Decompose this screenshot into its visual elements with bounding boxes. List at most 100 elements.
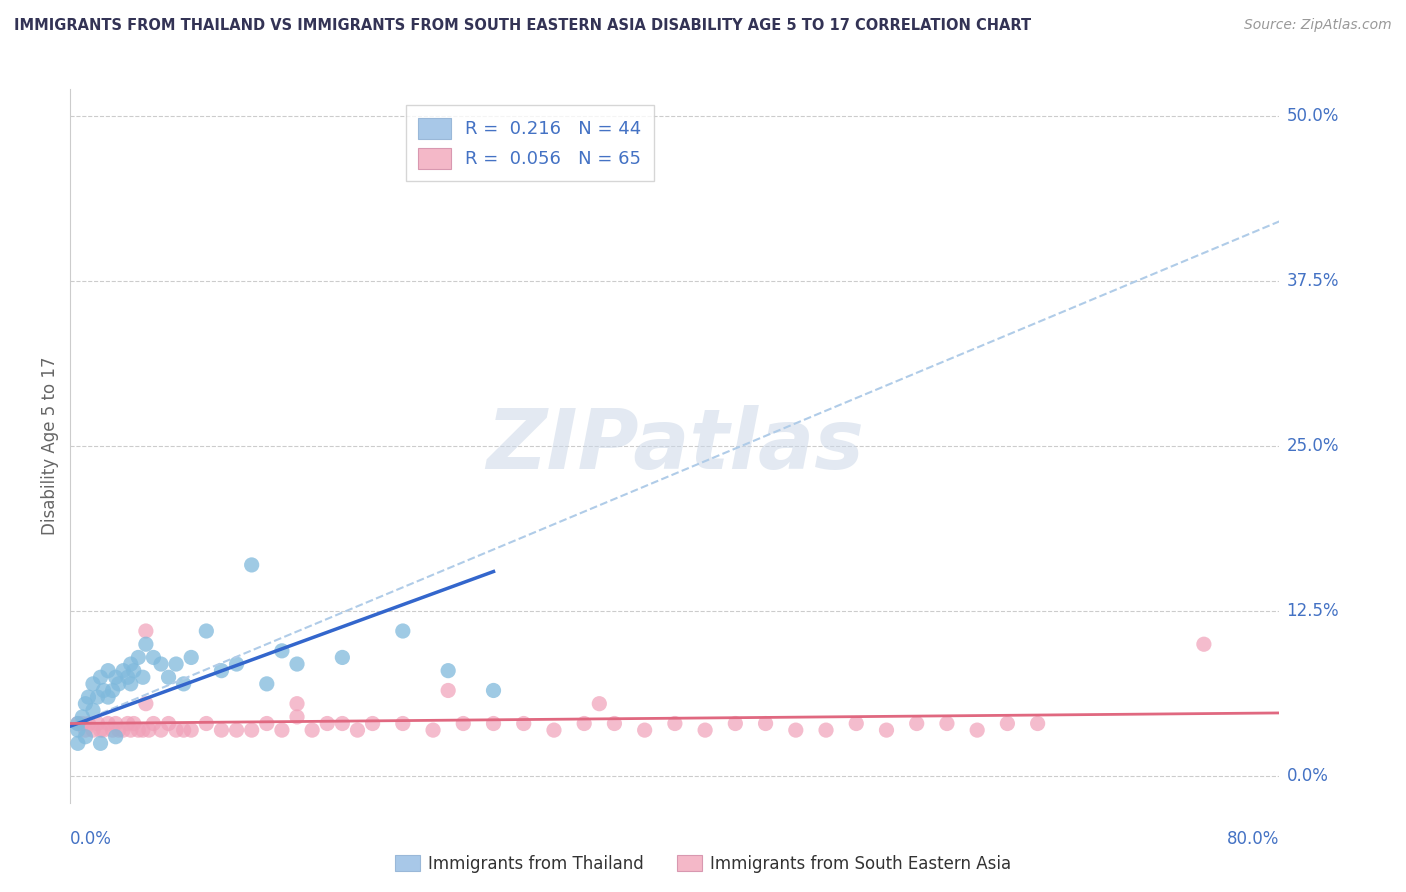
Legend: R =  0.216   N = 44, R =  0.056   N = 65: R = 0.216 N = 44, R = 0.056 N = 65 — [405, 105, 654, 181]
Point — [122, 664, 145, 678]
Point — [142, 716, 165, 731]
Point — [157, 670, 180, 684]
Point — [101, 683, 124, 698]
Text: IMMIGRANTS FROM THAILAND VS IMMIGRANTS FROM SOUTH EASTERN ASIA DISABILITY AGE 5 : IMMIGRANTS FROM THAILAND VS IMMIGRANTS F… — [14, 18, 1031, 33]
Point — [104, 670, 127, 684]
Point — [132, 670, 155, 684]
Point — [132, 723, 155, 738]
Point — [845, 716, 868, 731]
Point — [785, 723, 807, 738]
Point — [165, 723, 187, 738]
Point — [157, 716, 180, 731]
Point — [422, 723, 444, 738]
Point — [97, 664, 120, 678]
Point — [93, 683, 115, 698]
Point — [138, 723, 160, 738]
Point — [905, 716, 928, 731]
Point — [225, 657, 247, 671]
Point — [270, 644, 294, 658]
Point — [211, 723, 233, 738]
Point — [195, 716, 218, 731]
Point — [66, 736, 89, 750]
Point — [75, 730, 97, 744]
Point — [77, 716, 100, 731]
Point — [361, 716, 384, 731]
Point — [332, 650, 354, 665]
Point — [72, 710, 94, 724]
Point — [112, 664, 135, 678]
Point — [693, 723, 716, 738]
Point — [513, 716, 536, 731]
Text: Source: ZipAtlas.com: Source: ZipAtlas.com — [1244, 18, 1392, 32]
Point — [815, 723, 838, 738]
Point — [90, 723, 111, 738]
Point — [66, 716, 89, 731]
Point — [875, 723, 898, 738]
Text: ZIPatlas: ZIPatlas — [486, 406, 863, 486]
Point — [211, 664, 233, 678]
Point — [150, 723, 172, 738]
Point — [101, 723, 124, 738]
Point — [270, 723, 294, 738]
Point — [75, 723, 97, 738]
Point — [180, 723, 202, 738]
Point — [122, 716, 145, 731]
Point — [482, 683, 505, 698]
Point — [127, 650, 149, 665]
Point — [173, 677, 195, 691]
Point — [256, 677, 278, 691]
Point — [75, 697, 97, 711]
Point — [285, 697, 308, 711]
Point — [453, 716, 475, 731]
Point — [391, 624, 415, 638]
Point — [316, 716, 339, 731]
Point — [66, 723, 89, 738]
Point — [346, 723, 368, 738]
Point — [90, 670, 111, 684]
Point — [574, 716, 596, 731]
Point — [180, 650, 202, 665]
Point — [664, 716, 686, 731]
Point — [107, 677, 129, 691]
Point — [482, 716, 505, 731]
Point — [82, 677, 104, 691]
Point — [240, 558, 263, 572]
Text: 12.5%: 12.5% — [1286, 602, 1339, 620]
Point — [117, 716, 139, 731]
Point — [135, 697, 157, 711]
Point — [112, 723, 135, 738]
Point — [966, 723, 988, 738]
Point — [72, 716, 94, 731]
Legend: Immigrants from Thailand, Immigrants from South Eastern Asia: Immigrants from Thailand, Immigrants fro… — [388, 848, 1018, 880]
Point — [173, 723, 195, 738]
Point — [165, 657, 187, 671]
Point — [97, 716, 120, 731]
Point — [437, 664, 460, 678]
Point — [135, 637, 157, 651]
Point — [127, 723, 149, 738]
Point — [117, 670, 139, 684]
Text: 80.0%: 80.0% — [1227, 830, 1279, 847]
Point — [936, 716, 959, 731]
Point — [301, 723, 323, 738]
Point — [588, 697, 610, 711]
Point — [754, 716, 776, 731]
Point — [1026, 716, 1049, 731]
Point — [90, 736, 111, 750]
Point — [391, 716, 415, 731]
Point — [285, 657, 308, 671]
Point — [142, 650, 165, 665]
Point — [995, 716, 1018, 731]
Point — [240, 723, 263, 738]
Point — [104, 716, 127, 731]
Point — [332, 716, 354, 731]
Point — [107, 723, 129, 738]
Text: 25.0%: 25.0% — [1286, 437, 1339, 455]
Point — [93, 723, 115, 738]
Point — [82, 703, 104, 717]
Point — [603, 716, 626, 731]
Point — [724, 716, 747, 731]
Text: 50.0%: 50.0% — [1286, 107, 1339, 125]
Text: 0.0%: 0.0% — [1286, 767, 1329, 785]
Point — [135, 624, 157, 638]
